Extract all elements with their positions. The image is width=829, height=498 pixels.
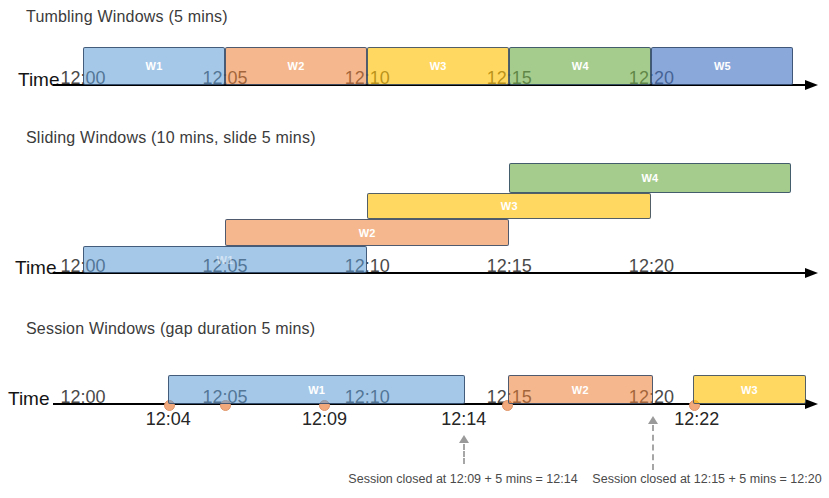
sliding-window-label-w3: W3 bbox=[501, 200, 518, 212]
session-event-time-label-12-14: 12:14 bbox=[441, 410, 486, 428]
sliding-window-label-w1: W1 bbox=[217, 254, 234, 266]
tumbling-window-label-w4: W4 bbox=[572, 60, 589, 72]
tumbling-axis-time-label: Time bbox=[18, 70, 60, 89]
session-section-title: Session Windows (gap duration 5 mins) bbox=[26, 320, 315, 338]
tumbling-window-label-w1: W1 bbox=[145, 60, 162, 72]
tumbling-section-title: Tumbling Windows (5 mins) bbox=[26, 8, 228, 26]
session-window-label-w3: W3 bbox=[741, 384, 758, 396]
session-tick-label-12-00: 12:00 bbox=[60, 388, 105, 406]
sliding-section-title: Sliding Windows (10 mins, slide 5 mins) bbox=[26, 129, 316, 147]
session-axis-time-label: Time bbox=[8, 389, 50, 408]
session-annotation-1: Session closed at 12:15 + 5 mins = 12:20 bbox=[592, 472, 821, 486]
tumbling-window-w2: W2 bbox=[225, 47, 367, 85]
tumbling-window-label-w5: W5 bbox=[714, 60, 731, 72]
sliding-axis-time-label: Time bbox=[15, 258, 57, 277]
session-event-time-label-12-04: 12:04 bbox=[146, 410, 191, 428]
sliding-axis-arrowhead-icon bbox=[805, 268, 818, 278]
sliding-tick-label-12-15: 12:15 bbox=[487, 257, 532, 275]
tumbling-window-w4: W4 bbox=[509, 47, 651, 85]
session-dashed-arrow-head-icon-0 bbox=[459, 435, 469, 443]
sliding-window-label-w2: W2 bbox=[359, 227, 376, 239]
tumbling-window-label-w3: W3 bbox=[430, 60, 447, 72]
session-event-time-label-12-22: 12:22 bbox=[674, 410, 719, 428]
session-axis-arrowhead-icon bbox=[805, 399, 818, 409]
session-event-time-label-12-09: 12:09 bbox=[302, 410, 347, 428]
session-window-w3: W3 bbox=[693, 375, 807, 404]
sliding-window-w4: W4 bbox=[509, 163, 790, 193]
session-dashed-arrow-line-1 bbox=[652, 425, 654, 470]
tumbling-window-w5: W5 bbox=[651, 47, 793, 85]
tumbling-window-w1: W1 bbox=[83, 47, 225, 85]
session-dashed-arrow-head-icon-1 bbox=[648, 416, 658, 424]
session-window-w2: W2 bbox=[508, 375, 653, 404]
session-annotation-0: Session closed at 12:09 + 5 mins = 12:14 bbox=[348, 472, 577, 486]
session-window-w1: W1 bbox=[168, 375, 465, 404]
tumbling-window-w3: W3 bbox=[367, 47, 509, 85]
sliding-window-w2: W2 bbox=[225, 219, 509, 246]
sliding-window-w1: W1 bbox=[83, 246, 367, 273]
session-dashed-arrow-line-0 bbox=[463, 444, 465, 464]
tumbling-axis-arrowhead-icon bbox=[805, 80, 818, 90]
sliding-tick-label-12-20: 12:20 bbox=[629, 257, 674, 275]
tumbling-window-label-w2: W2 bbox=[288, 60, 305, 72]
session-window-label-w1: W1 bbox=[308, 384, 325, 396]
session-window-label-w2: W2 bbox=[572, 384, 589, 396]
sliding-window-w3: W3 bbox=[367, 193, 651, 220]
windowing-strategies-diagram: Tumbling Windows (5 mins) Time Sliding W… bbox=[0, 0, 829, 498]
sliding-window-label-w4: W4 bbox=[641, 172, 658, 184]
